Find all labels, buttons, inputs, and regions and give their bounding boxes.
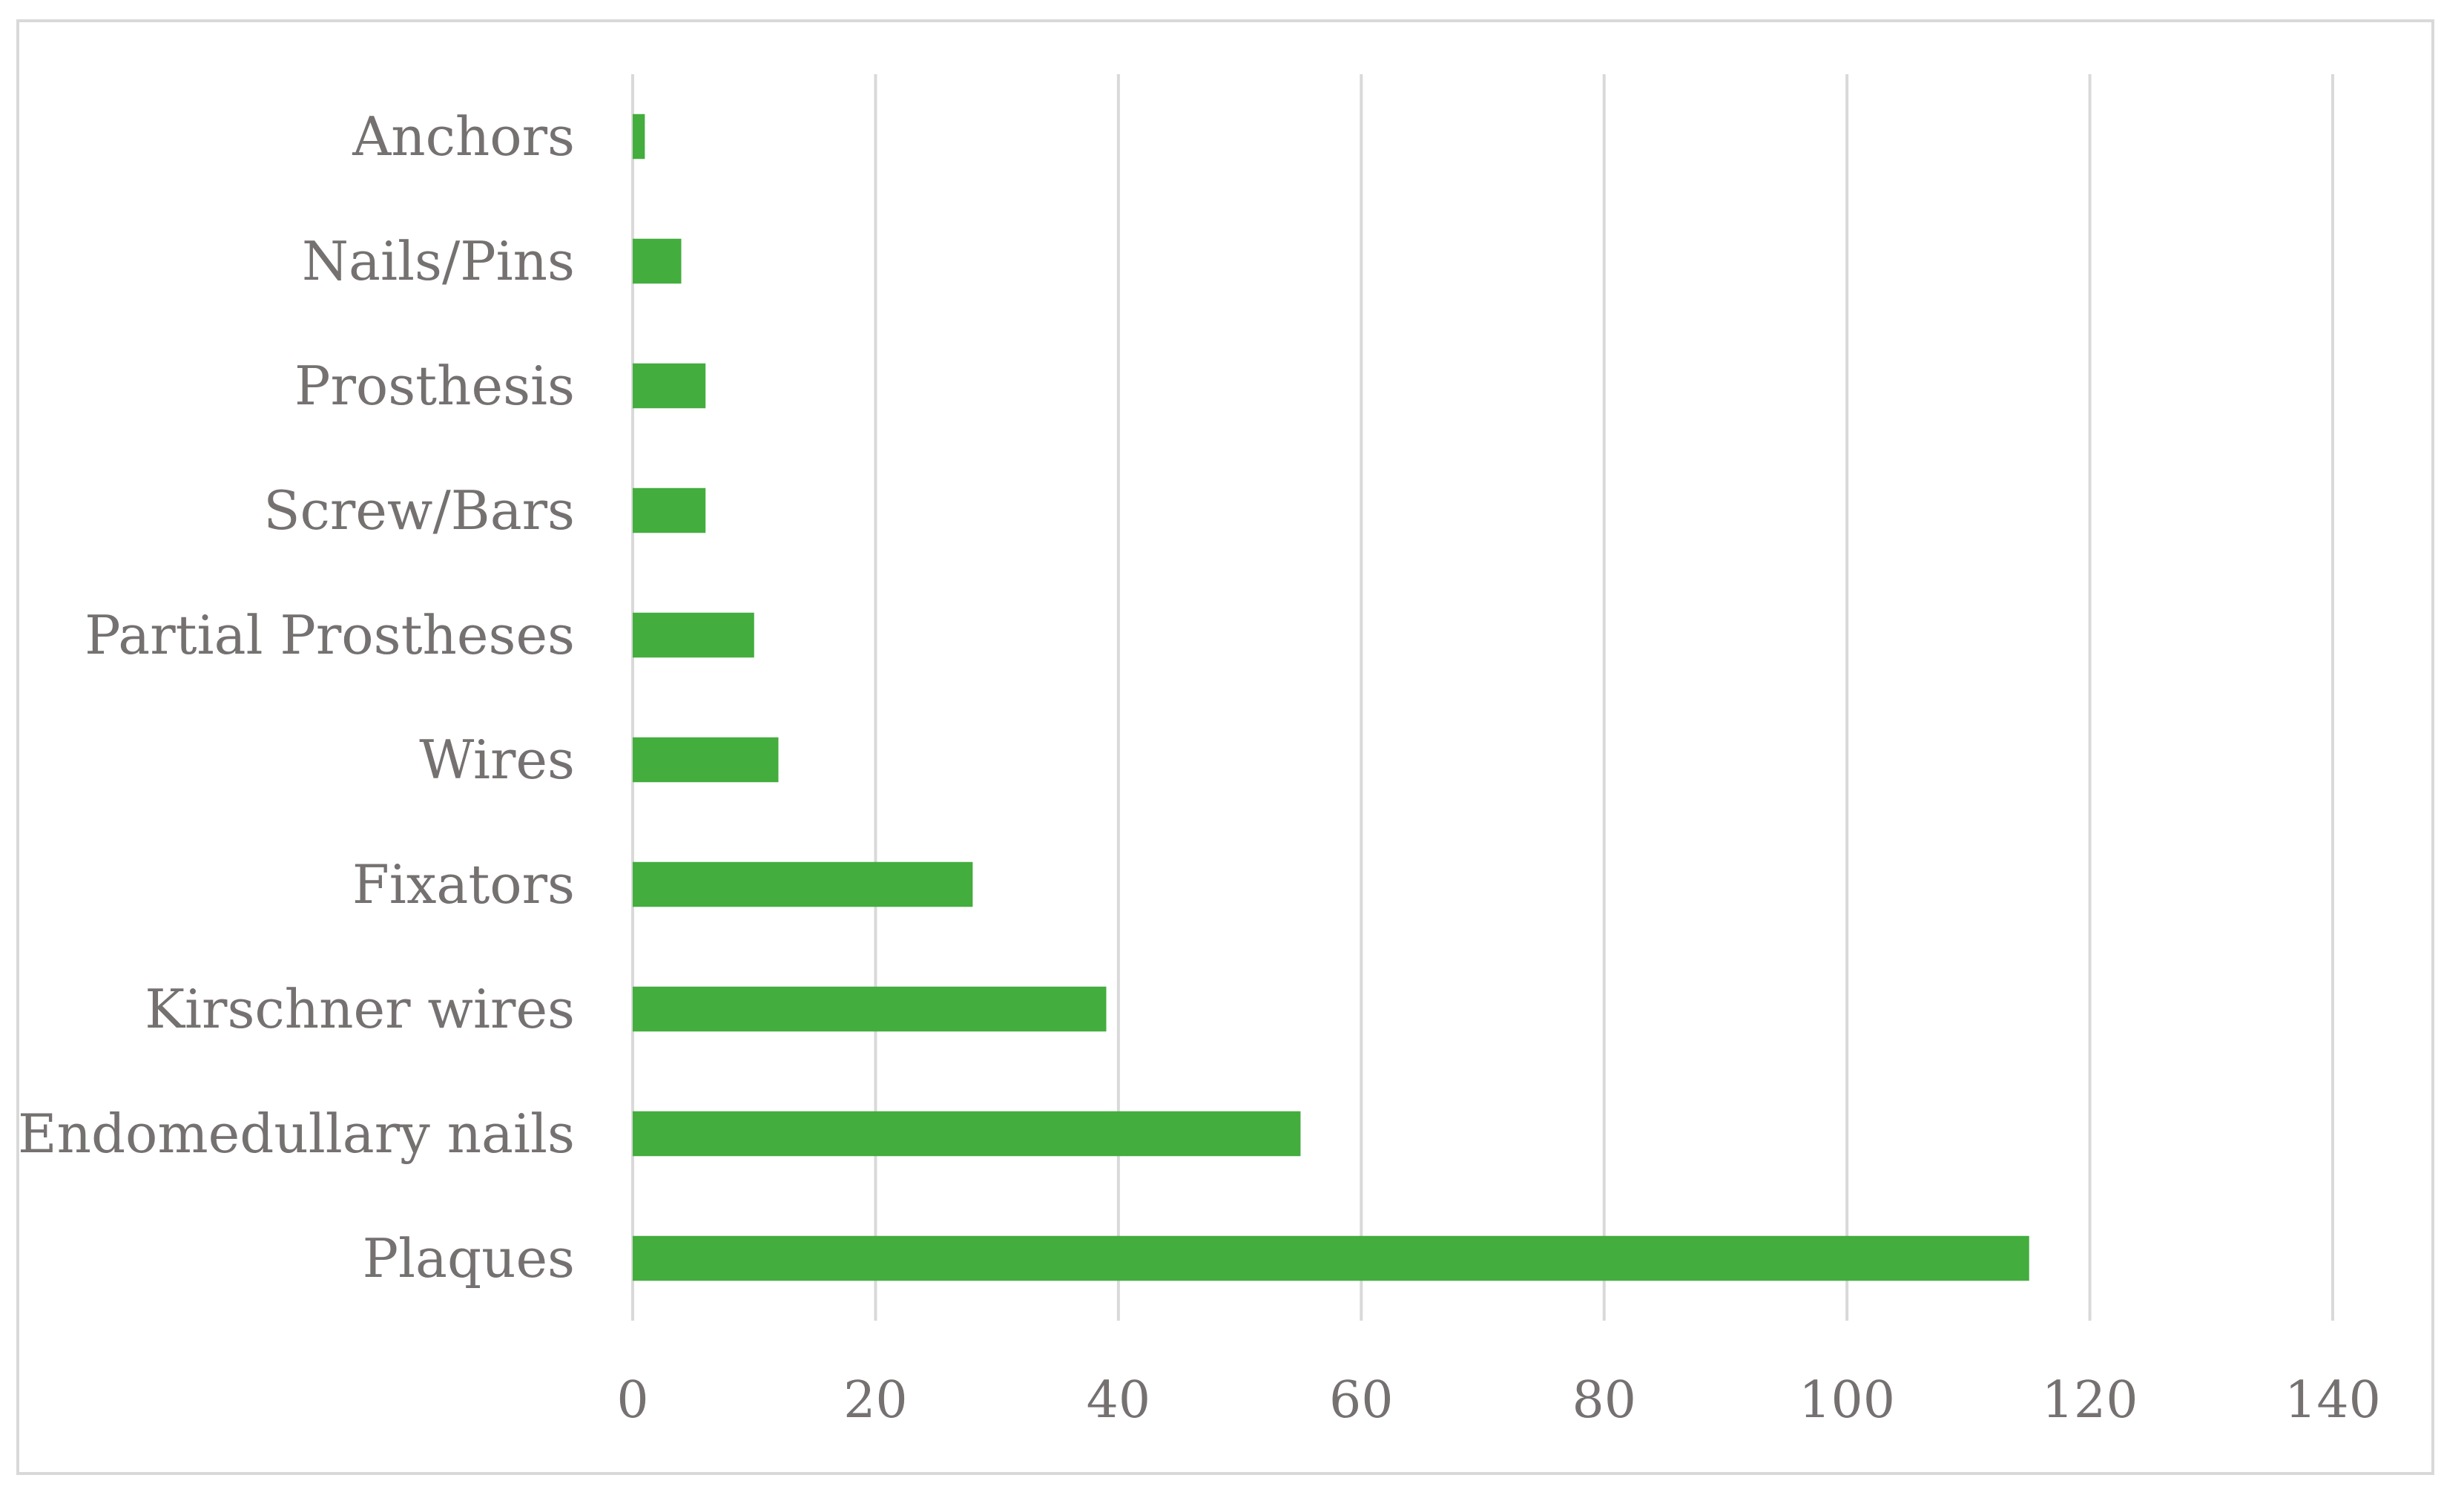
chart-frame <box>16 19 2434 1475</box>
category-label: Nails/Pins <box>302 230 575 292</box>
x-axis-tick-labels: 0 20 40 60 80 100 120 140 <box>616 1371 2381 1430</box>
x-tick-label: 0 <box>616 1371 648 1430</box>
category-labels: Anchors Nails/Pins Prosthesis Screw/Bars Par… <box>18 105 575 1290</box>
bar-prosthesis <box>633 363 706 409</box>
x-tick-label: 60 <box>1329 1371 1394 1430</box>
category-label: Fixators <box>352 853 575 916</box>
bars <box>633 114 2029 1281</box>
x-tick-label: 100 <box>1799 1371 1895 1430</box>
bar-screw-bars <box>633 487 706 533</box>
x-tick-label: 20 <box>843 1371 908 1430</box>
category-label: Endomedullary nails <box>18 1103 575 1165</box>
x-tick-label: 80 <box>1572 1371 1636 1430</box>
bar-nails-pins <box>633 238 682 284</box>
category-label: Prosthesis <box>294 355 575 417</box>
x-tick-label: 120 <box>2042 1371 2138 1430</box>
bar-partial-prostheses <box>633 612 754 658</box>
category-label: Screw/Bars <box>263 479 575 542</box>
bar-anchors <box>633 114 645 160</box>
bar-fixators <box>633 861 973 907</box>
x-tick-label: 140 <box>2285 1371 2381 1430</box>
category-label: Partial Prostheses <box>85 604 575 666</box>
x-tick-label: 40 <box>1087 1371 1151 1430</box>
category-label: Kirschner wires <box>145 978 575 1040</box>
bar-endomedullary-nails <box>633 1111 1301 1157</box>
bar-kirschner-wires <box>633 986 1107 1032</box>
category-label: Wires <box>419 729 575 791</box>
bar-plaques <box>633 1235 2029 1281</box>
category-label: Plaques <box>363 1227 575 1290</box>
bar-wires <box>633 737 779 783</box>
category-label: Anchors <box>352 105 575 168</box>
